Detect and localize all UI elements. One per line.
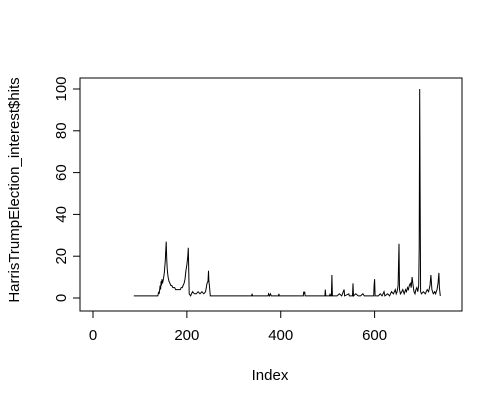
y-axis-label: HarrisTrumpElection_interest$hits [6, 77, 23, 302]
x-tick-label: 400 [268, 327, 293, 344]
y-axis: 0 20 40 60 80 100 [53, 76, 81, 302]
y-tick-label: 20 [53, 248, 70, 265]
y-tick-label: 60 [53, 164, 70, 181]
x-axis: 0 200 400 600 [89, 310, 387, 344]
plot-box [79, 77, 463, 312]
series-layer [133, 88, 441, 298]
x-axis-label: Index [252, 367, 289, 384]
y-tick-label: 80 [53, 122, 70, 139]
series-line [133, 88, 441, 298]
x-tick-label: 0 [89, 327, 97, 344]
x-tick-label: 600 [362, 327, 387, 344]
y-tick-label: 0 [53, 294, 70, 302]
x-tick-label: 200 [174, 327, 199, 344]
y-tick-label: 100 [53, 76, 70, 101]
y-tick-label: 40 [53, 206, 70, 223]
